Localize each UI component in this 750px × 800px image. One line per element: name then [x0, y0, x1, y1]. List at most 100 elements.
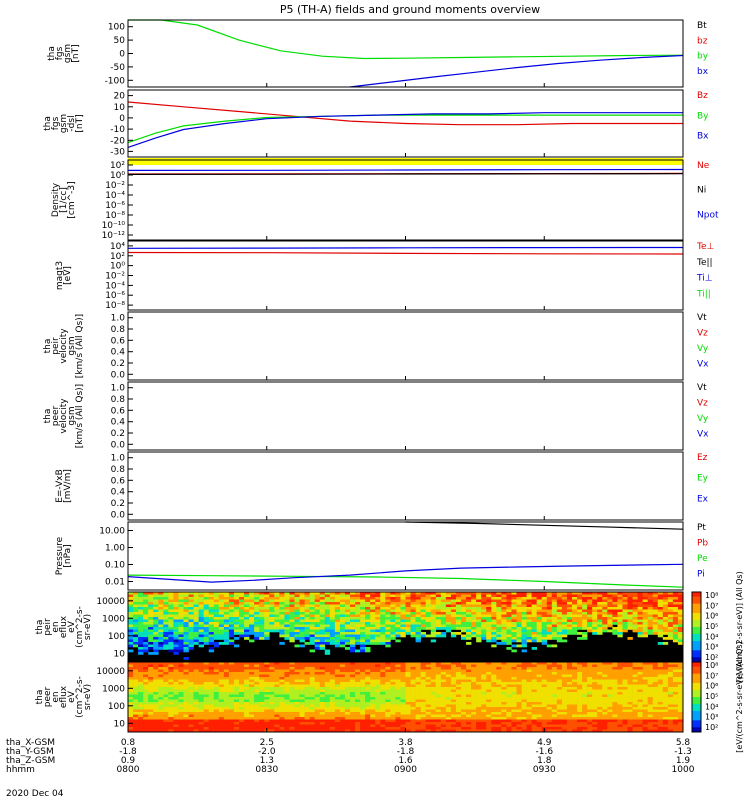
spectrogram-cell	[244, 669, 250, 673]
spectrogram-cell	[148, 617, 154, 620]
spectrogram-cell	[551, 629, 558, 633]
spectrogram-cell	[299, 619, 305, 623]
spectrogram-cell	[304, 697, 310, 700]
spectrogram-cell	[355, 607, 361, 610]
spectrogram-cell	[360, 707, 366, 710]
spectrogram-cell	[284, 622, 290, 625]
spectrogram-cell	[435, 714, 442, 718]
spectrogram-cell	[228, 664, 235, 668]
spectrogram-cell	[228, 714, 235, 718]
spectrogram-cell	[309, 609, 315, 613]
spectrogram-cell	[622, 624, 628, 628]
plot-title: P5 (TH-A) fields and ground moments over…	[280, 3, 540, 16]
spectrogram-cell	[309, 619, 315, 623]
spectrogram-cell	[284, 677, 290, 680]
spectrogram-cell	[526, 639, 532, 643]
spectrogram-cell	[143, 592, 149, 595]
spectrogram-cell	[193, 597, 199, 600]
spectrogram-cell	[486, 729, 492, 733]
spectrogram-cell	[546, 684, 553, 688]
spectrogram-cell	[410, 622, 416, 625]
spectrogram-cell	[163, 667, 169, 670]
spectrogram-cell	[289, 629, 295, 633]
spectrogram-cell	[304, 674, 310, 678]
spectrogram-cell	[516, 662, 522, 665]
spectrogram-cell	[203, 637, 210, 640]
spectrogram-cell	[218, 719, 225, 723]
spectrogram-cell	[430, 674, 437, 678]
spectrogram-cell	[420, 619, 426, 623]
spectrogram-cell	[425, 727, 432, 730]
spectrogram-cell	[400, 627, 406, 630]
spectrogram-cell	[365, 682, 371, 685]
spectrogram-cell	[597, 622, 603, 625]
spectrogram-cell	[249, 629, 255, 633]
spectrogram-cell	[223, 592, 230, 595]
spectrogram-cell	[652, 609, 659, 613]
spectrogram-cell	[344, 677, 351, 680]
spectrogram-cell	[133, 604, 139, 608]
spectrogram-cell	[128, 684, 134, 688]
spectrogram-cell	[183, 632, 189, 635]
spectrogram-cell	[188, 594, 194, 598]
spectrogram-cell	[198, 694, 204, 698]
spectrogram-cell	[233, 667, 240, 670]
spectrogram-cell	[365, 674, 371, 678]
spectrogram-cell	[319, 604, 326, 608]
spectrogram-cell	[370, 712, 376, 715]
spectrogram-cell	[143, 672, 149, 675]
spectrogram-cell	[208, 604, 215, 608]
spectrogram-cell	[536, 604, 543, 608]
spectrogram-cell	[385, 729, 391, 733]
spectrogram-cell	[425, 634, 432, 638]
spectrogram-cell	[546, 594, 553, 598]
spectrogram-cell	[481, 629, 487, 633]
spectrogram-cell	[445, 597, 452, 600]
spectrogram-cell	[279, 719, 285, 723]
spectrogram-cell	[304, 624, 310, 628]
spectrogram-cell	[582, 624, 588, 628]
spectrogram-cell	[264, 707, 270, 710]
spectrogram-cell	[158, 664, 164, 668]
spectrogram-cell	[491, 602, 497, 605]
spectrogram-cell	[203, 597, 210, 600]
spectrogram-cell	[577, 609, 583, 613]
spectrogram-cell	[526, 722, 532, 725]
spectrogram-cell	[415, 707, 421, 710]
spectrogram-cell	[466, 724, 472, 728]
spectrogram-cell	[435, 632, 442, 635]
spectrogram-cell	[299, 599, 305, 603]
spectrogram-cell	[561, 617, 568, 620]
spectrogram-cell	[178, 722, 184, 725]
spectrogram-cell	[158, 662, 164, 665]
spectrogram-cell	[218, 609, 225, 613]
spectrogram-cell	[607, 592, 613, 595]
spectrogram-cell	[440, 707, 447, 710]
spectrogram-cell	[203, 622, 210, 625]
spectrogram-cell	[365, 607, 371, 610]
spectrogram-cell	[375, 617, 381, 620]
spectrogram-cell	[561, 634, 568, 638]
spectrogram-cell	[339, 702, 346, 705]
spectrogram-cell	[329, 604, 336, 608]
spectrogram-cell	[577, 617, 583, 620]
spectrogram-cell	[284, 634, 290, 638]
spectrogram-cell	[420, 717, 426, 720]
spectrogram-cell	[531, 724, 537, 728]
spectrogram-cell	[466, 674, 472, 678]
spectrogram-cell	[138, 662, 144, 665]
spectrogram-cell	[360, 649, 366, 653]
spectrogram-cell	[233, 672, 240, 675]
spectrogram-cell	[541, 629, 548, 633]
spectrogram-cell	[617, 632, 623, 635]
spectrogram-cell	[612, 602, 618, 605]
spectrogram-cell	[193, 594, 199, 598]
spectrogram-cell	[294, 724, 300, 728]
spectrogram-cell	[153, 644, 159, 648]
spectrogram-cell	[476, 619, 482, 623]
spectrogram-cell	[339, 639, 346, 643]
spectrogram-cell	[546, 604, 553, 608]
y-tick-label: 0.8	[111, 325, 126, 335]
spectrogram-cell	[511, 669, 517, 673]
